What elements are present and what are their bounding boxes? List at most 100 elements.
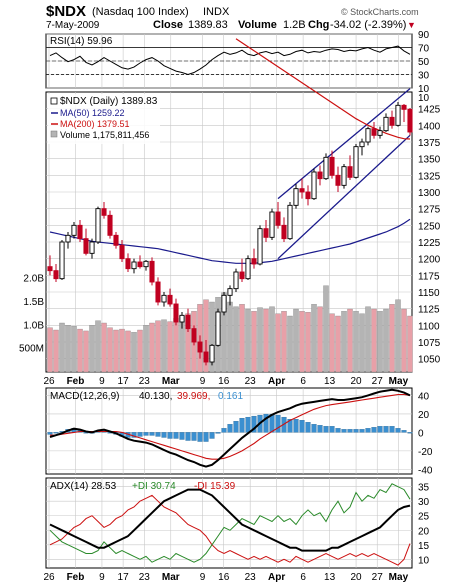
macd-histogram-bar [209,432,215,439]
macd-histogram-bar [179,432,185,440]
volume-bar [257,307,263,373]
candle-body [335,174,341,186]
candle-body [251,258,257,265]
candle-body [311,171,317,200]
candle-body [185,314,191,330]
chart-date: 7-May-2009 [46,20,100,31]
volume-bar [227,301,233,373]
price-x-tick-label: 23 [139,376,151,387]
volume-bar [389,304,395,373]
volume-bar [119,328,125,373]
price-x-tick-label: 23 [245,376,257,387]
exchange: INDX [203,6,230,18]
volume-bar [113,329,119,373]
macd-histogram-bar [203,432,209,442]
macd-histogram-bar [245,416,251,433]
candle-body [161,294,167,303]
candle-body [53,270,59,280]
adx-tick-label: 10 [418,555,430,566]
volume-bar [281,311,287,373]
macd-histogram-bar [233,421,239,433]
price-tick-label: 1225 [418,238,441,249]
price-x-tick-label: 16 [218,376,230,387]
index-name: (Nasdaq 100 Index) [92,6,189,18]
pdi-label: +DI 30.74 [132,481,176,492]
volume-bar [263,308,269,373]
candle-body [377,130,383,136]
adx-x-tick-label: 13 [324,572,336,582]
volume-bar [329,313,335,373]
candle-body [47,266,53,272]
price-x-tick-label: 27 [372,376,384,387]
adx-x-tick-label: 6 [300,572,306,582]
candle-body [197,341,203,353]
price-x-tick-label: 9 [200,376,206,387]
adx-x-tick-label: Feb [67,572,85,582]
mdi-label: -DI 15.39 [194,481,236,492]
candle-body [143,260,149,268]
rsi-tick-label: 70 [418,44,430,55]
symbol: $NDX [46,3,86,20]
candle-body [191,328,197,343]
trend-channel-upper [277,88,411,200]
volume-bar [335,315,341,373]
candle-body [359,141,365,148]
watermark: © StockCharts.com [341,7,419,17]
rsi-tick-label: 50 [418,57,430,68]
macd-histogram-bar [173,432,179,439]
price-tick-label: 1100 [418,321,440,332]
macd-histogram-bar [251,415,257,433]
price-tick-label: 1175 [418,271,440,282]
down-arrow-icon: ▼ [407,20,416,30]
rsi-label: RSI(14) 59.96 [50,36,113,47]
price-x-tick-label: 26 [43,376,55,387]
candle-body [389,116,395,126]
volume-bar [209,301,215,373]
macd-histogram-bar [323,426,329,433]
macd-histogram-bar [47,432,53,435]
volume-bar [395,299,401,373]
candle-body [173,303,179,323]
macd-histogram-bar [149,432,155,436]
macd-tick-label: 40 [418,391,430,402]
candle-body [149,260,155,283]
volume-bar [311,304,317,373]
price-tick-label: 1275 [418,205,441,216]
volume-bar [383,308,389,373]
candle-body [305,191,311,200]
macd-histogram-bar [215,432,221,434]
price-x-tick-label: Apr [268,376,285,387]
macd-histogram-bar [143,432,149,436]
adx-x-tick-label: 27 [372,572,384,582]
macd-histogram-bar [197,432,203,442]
candle-body [371,128,377,136]
candle-body [317,171,323,180]
chg-value: -34.02 (-2.39%) [330,19,406,31]
macd-histogram-bar [275,414,281,433]
rsi-tick-label: 90 [418,30,430,41]
adx-x-tick-label: 9 [99,572,105,582]
candle-body [407,108,413,133]
volume-bar [137,329,143,373]
volume-bar [155,320,161,373]
candle-body [65,234,71,243]
candle-body [59,241,65,280]
macd-histogram-bar [227,424,233,433]
adx-line [49,488,411,552]
volume-bar [407,315,413,373]
macd-histogram-bar [299,420,305,433]
macd-histogram-bar [155,432,161,437]
volume-bar [323,285,329,373]
close-value: 1389.83 [188,19,228,31]
macd-histogram-bar [347,429,353,433]
macd-histogram-bar [293,419,299,433]
price-x-tick-label: Mar [162,376,180,387]
trend-channel-lower [277,134,411,260]
ma50-line [49,218,411,264]
volume-bar [71,326,77,373]
price-x-tick-label: 20 [350,376,362,387]
candle-body [119,244,125,260]
adx-x-tick-label: Mar [162,572,180,582]
volume-bar [341,311,347,373]
adx-x-tick-label: Apr [268,572,285,582]
